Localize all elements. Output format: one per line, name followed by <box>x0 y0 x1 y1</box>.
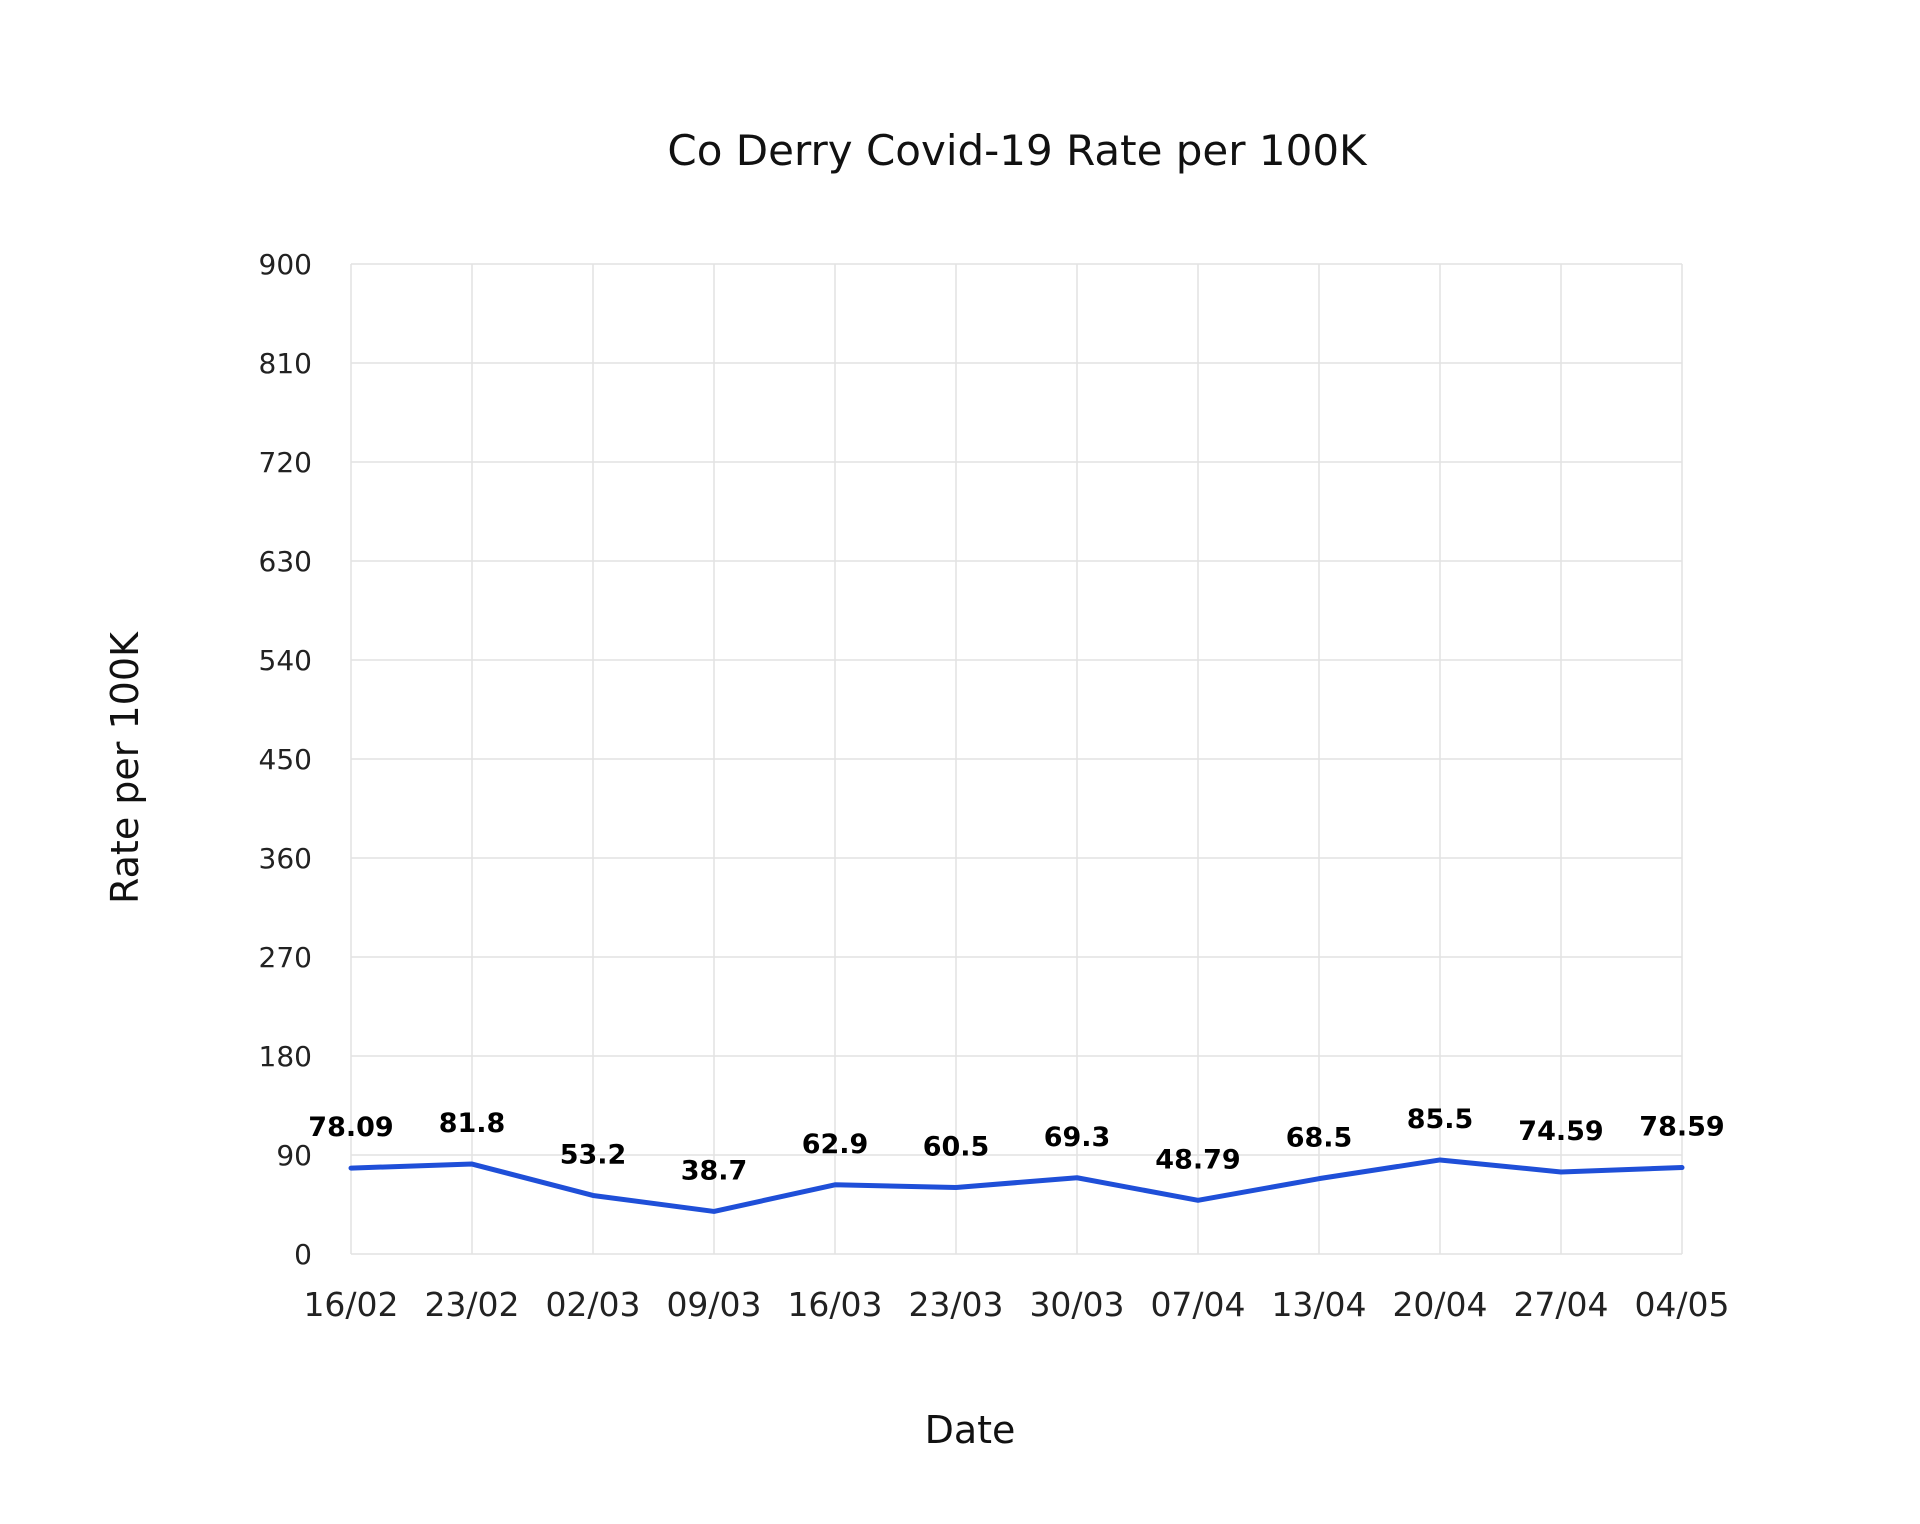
y-tick-label: 0 <box>294 1238 312 1271</box>
x-axis-title: Date <box>925 1408 1016 1452</box>
y-axis-title: Rate per 100K <box>103 631 147 904</box>
x-tick-label: 07/04 <box>1150 1285 1245 1324</box>
data-label: 53.2 <box>560 1139 627 1170</box>
y-tick-label: 450 <box>259 743 312 776</box>
y-tick-label: 720 <box>259 446 312 479</box>
data-label: 69.3 <box>1044 1122 1111 1153</box>
y-tick-label: 360 <box>259 842 312 875</box>
x-axis-ticks: 16/02 23/02 02/03 09/03 16/03 23/03 30/03 07/04… <box>303 1285 1729 1324</box>
data-label: 81.8 <box>439 1108 506 1139</box>
y-tick-label: 540 <box>259 644 312 677</box>
y-tick-label: 630 <box>259 545 312 578</box>
y-tick-label: 90 <box>276 1139 312 1172</box>
data-label: 48.79 <box>1155 1144 1240 1175</box>
x-tick-label: 23/02 <box>424 1285 519 1324</box>
data-label: 78.59 <box>1639 1112 1724 1143</box>
x-tick-label: 16/02 <box>303 1285 398 1324</box>
series-layer <box>348 1157 1685 1214</box>
gridlines <box>350 263 1683 1255</box>
y-tick-label: 270 <box>259 941 312 974</box>
y-tick-label: 180 <box>259 1040 312 1073</box>
x-tick-label: 30/03 <box>1029 1285 1124 1324</box>
data-label: 62.9 <box>802 1129 869 1160</box>
x-tick-label: 23/03 <box>908 1285 1003 1324</box>
x-tick-label: 02/03 <box>545 1285 640 1324</box>
x-tick-label: 09/03 <box>666 1285 761 1324</box>
x-tick-label: 16/03 <box>787 1285 882 1324</box>
x-tick-label: 13/04 <box>1271 1285 1366 1324</box>
y-tick-label: 810 <box>259 347 312 380</box>
data-label: 68.5 <box>1286 1123 1353 1154</box>
data-label: 74.59 <box>1518 1116 1603 1147</box>
data-label: 78.09 <box>308 1112 393 1143</box>
series-line <box>348 1157 1685 1214</box>
chart-title: Co Derry Covid-19 Rate per 100K <box>667 126 1368 175</box>
data-label: 60.5 <box>923 1131 990 1162</box>
data-labels: 78.09 81.8 53.2 38.7 62.9 60.5 69.3 48.79 68.5 85… <box>308 1104 1724 1186</box>
y-tick-label: 900 <box>259 248 312 281</box>
y-axis-ticks: 0 90 180 270 360 450 540 630 720 810 900 <box>259 248 312 1271</box>
x-tick-label: 04/05 <box>1634 1285 1729 1324</box>
data-label: 38.7 <box>681 1155 748 1186</box>
data-label: 85.5 <box>1407 1104 1474 1135</box>
x-tick-label: 27/04 <box>1513 1285 1608 1324</box>
x-tick-label: 20/04 <box>1392 1285 1487 1324</box>
